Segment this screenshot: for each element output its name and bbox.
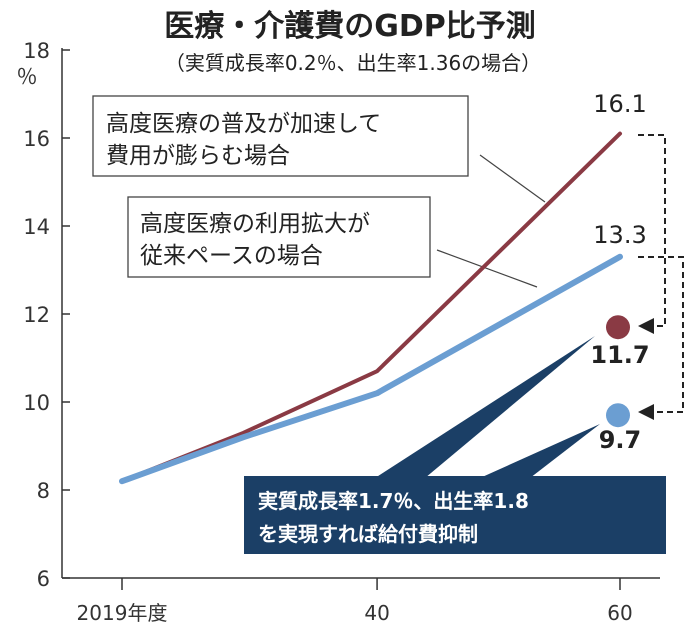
callout-1-line-1: 高度医療の普及が加速して (106, 111, 381, 137)
x-tick-label: 2019年度 (77, 601, 168, 625)
series-line-2 (119, 253, 623, 485)
alt-point-2 (606, 403, 630, 428)
alt-point-1-label: 11.7 (590, 341, 649, 369)
y-tick-label: 14 (23, 215, 50, 239)
series-layer (119, 131, 623, 485)
note-line-2: を実現すれば給付費抑制 (258, 522, 478, 546)
callout-2-box (127, 196, 431, 278)
note-leader-2 (480, 424, 600, 478)
callout-1-leader (479, 154, 546, 203)
callout-2-line-1: 高度医療の利用拡大が (140, 211, 370, 237)
x-axis-ticks: 2019年度 40 60 (77, 578, 633, 625)
callout-2-leader (436, 249, 538, 288)
y-tick-label: 8 (37, 479, 50, 503)
connector-arrow-1 (638, 134, 666, 334)
x-tick-label: 40 (364, 601, 389, 625)
note-line-1: 実質成長率1.7％、出生率1.8 (258, 489, 529, 513)
connector-arrow-2 (638, 256, 684, 420)
callout-2-line-2: 従来ペースの場合 (140, 243, 323, 269)
x-tick-label: 60 (607, 601, 632, 625)
chart-title: 医療・介護費のGDP比予測 (164, 9, 536, 44)
y-axis-unit: ％ (17, 65, 38, 89)
note-box (244, 476, 666, 554)
series-2-end-label: 13.3 (593, 221, 646, 249)
y-tick-label: 12 (23, 303, 50, 327)
series-line-1 (120, 131, 622, 484)
y-axis-ticks: 6 8 10 12 14 16 18 (23, 39, 70, 591)
series-1-end-label: 16.1 (593, 90, 646, 118)
callout-1-line-2: 費用が膨らむ場合 (106, 143, 290, 169)
y-tick-label: 16 (23, 127, 50, 151)
y-tick-label: 10 (23, 391, 50, 415)
chart-subtitle: （実質成長率0.2％、出生率1.36の場合） (165, 51, 541, 75)
callout-1-box (92, 95, 469, 177)
alternative-points (606, 315, 630, 428)
y-tick-label: 18 (23, 39, 50, 63)
alt-point-2-label: 9.7 (599, 426, 642, 454)
y-tick-label: 6 (37, 567, 50, 591)
note-leader-1 (375, 336, 595, 478)
alt-point-1 (606, 315, 630, 340)
